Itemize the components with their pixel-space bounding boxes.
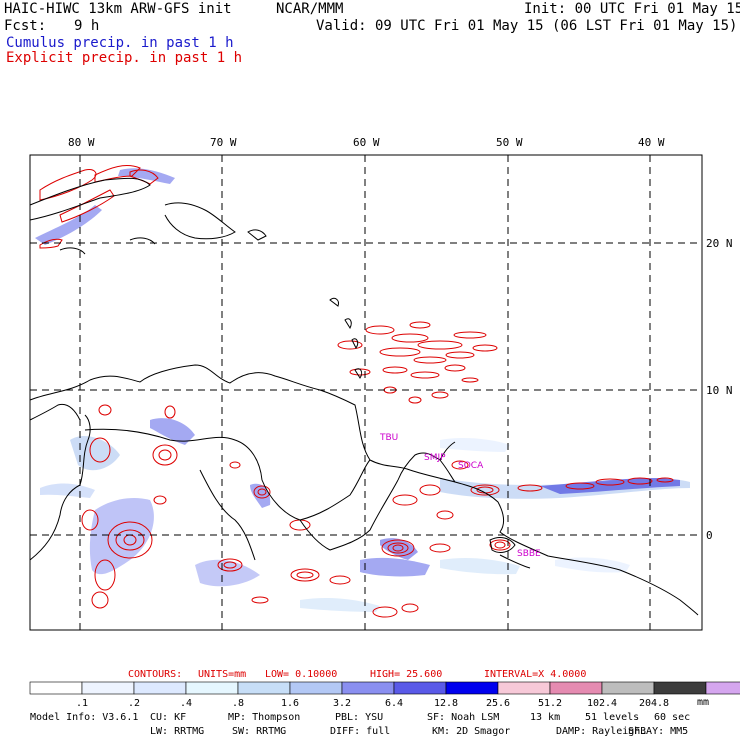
colorbar-tick-label: .8 — [232, 698, 244, 709]
station-label: SMJP — [424, 453, 446, 463]
model-info-item: PBL: YSU — [335, 712, 383, 723]
station-label: TBU — [379, 433, 398, 443]
colorbar-swatch — [445, 681, 499, 695]
lat-lon-grid — [30, 155, 702, 630]
colorbar-swatch — [549, 681, 603, 695]
model-info-item: Model Info: V3.6.1 — [30, 712, 138, 723]
model-info-item: SW: RRTMG — [232, 726, 286, 737]
lon-tick-label: 60 W — [353, 136, 380, 149]
colorbar-tick-label: .4 — [180, 698, 192, 709]
model-info-item: SF: Noah LSM — [427, 712, 499, 723]
lon-tick-label: 50 W — [496, 136, 523, 149]
model-info-item: 13 km — [530, 712, 560, 723]
lat-tick-label: 0 — [706, 529, 713, 542]
colorbar-swatch — [289, 681, 343, 695]
station-label: SBBE — [517, 549, 541, 559]
map-frame — [29, 154, 703, 631]
colorbar-tick-label: 51.2 — [538, 698, 562, 709]
lat-tick-label: 20 N — [706, 237, 733, 250]
valid-time: Valid: 09 UTC Fri 01 May 15 (06 LST Fri … — [316, 18, 738, 34]
colorbar-swatch — [653, 681, 707, 695]
contours-high: HIGH= 25.600 — [370, 669, 442, 680]
explicit-precip-contours — [39, 165, 674, 618]
organization-label: NCAR/MMM — [276, 1, 344, 17]
lat-tick-label: 10 N — [706, 384, 733, 397]
model-info-item: MP: Thompson — [228, 712, 300, 723]
colorbar-swatch — [705, 681, 740, 695]
contours-low: LOW= 0.10000 — [265, 669, 337, 680]
colorbar-tick-label: 102.4 — [587, 698, 617, 709]
forecast-hour: 9 h — [74, 18, 100, 34]
contours-units: UNITS=mm — [198, 669, 246, 680]
colorbar-swatch — [497, 681, 551, 695]
colorbar-tick-label: 25.6 — [486, 698, 510, 709]
contours-label: CONTOURS: — [128, 669, 182, 680]
station-label: SOCA — [458, 461, 484, 471]
colorbar-tick-label: 1.6 — [281, 698, 299, 709]
colorbar-swatch — [29, 681, 83, 695]
colorbar-swatch — [601, 681, 655, 695]
model-info-item: KM: 2D Smagor — [432, 726, 510, 737]
init-time: Init: 00 UTC Fri 01 May 15 — [524, 1, 740, 17]
model-info-item: SFLAY: MM5 — [628, 726, 688, 737]
colorbar-tick-label: .2 — [128, 698, 140, 709]
model-info-item: DIFF: full — [330, 726, 390, 737]
model-info-item: 51 levels — [585, 712, 639, 723]
colorbar-tick-label: 12.8 — [434, 698, 458, 709]
forecast-label: Fcst: — [4, 18, 47, 34]
lon-tick-label: 70 W — [210, 136, 237, 149]
model-info-item: 60 sec — [654, 712, 690, 723]
model-info-item: LW: RRTMG — [150, 726, 204, 737]
model-title: HAIC-HIWC 13km ARW-GFS init — [4, 1, 232, 17]
colorbar-tick-label: 204.8 — [639, 698, 669, 709]
colorbar-swatch — [237, 681, 291, 695]
legend-cumulus: Cumulus precip. in past 1 h — [6, 35, 234, 51]
model-info-item: CU: KF — [150, 712, 186, 723]
colorbar-swatch — [133, 681, 187, 695]
cumulus-precip-field — [35, 168, 690, 612]
precip-colorbar — [29, 681, 740, 695]
colorbar-swatch — [341, 681, 395, 695]
colorbar-units: mm — [697, 697, 709, 708]
colorbar-tick-label: .1 — [76, 698, 88, 709]
model-info-item: DAMP: Rayleigh3 — [556, 726, 646, 737]
coastlines — [29, 177, 699, 616]
lon-tick-label: 40 W — [638, 136, 665, 149]
lon-tick-label: 80 W — [68, 136, 95, 149]
colorbar-tick-label: 6.4 — [385, 698, 403, 709]
legend-explicit: Explicit precip. in past 1 h — [6, 50, 243, 66]
colorbar-swatch — [393, 681, 447, 695]
colorbar-swatch — [185, 681, 239, 695]
contours-interval: INTERVAL=X 4.0000 — [484, 669, 586, 680]
colorbar-swatch — [81, 681, 135, 695]
colorbar-tick-label: 3.2 — [333, 698, 351, 709]
